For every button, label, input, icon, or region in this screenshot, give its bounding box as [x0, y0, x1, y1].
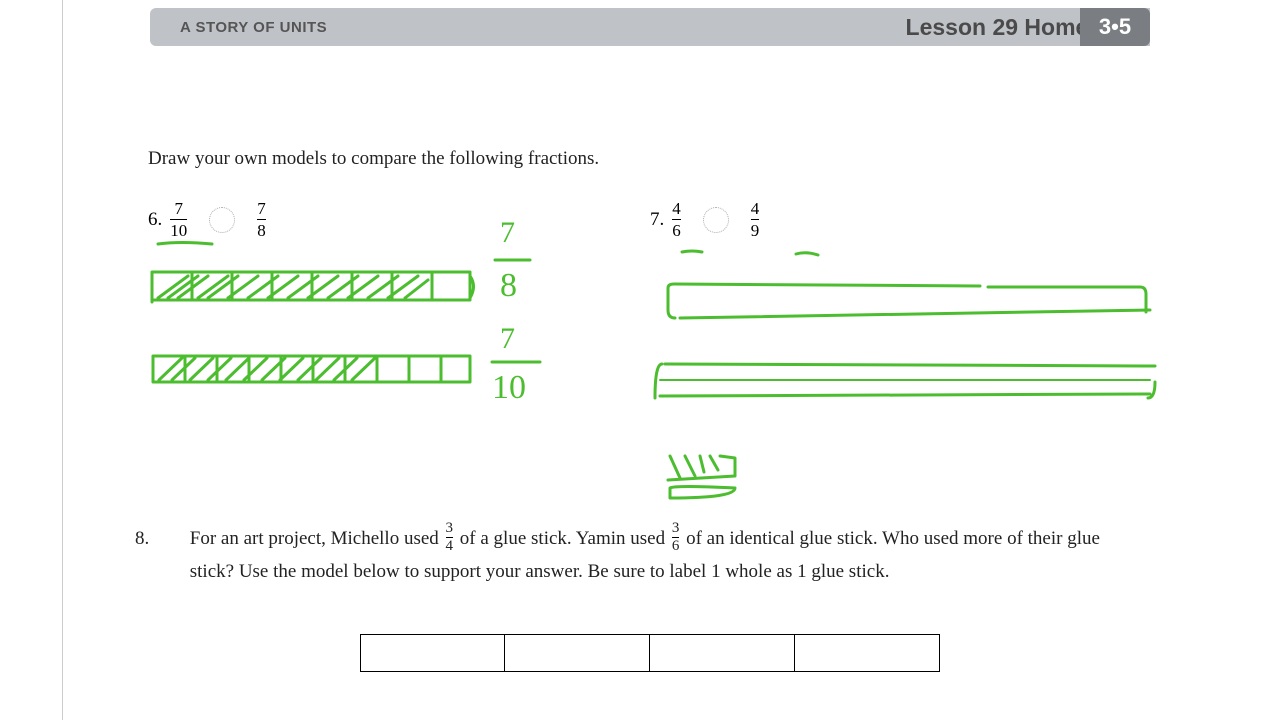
svg-text:8: 8 [500, 267, 517, 304]
problem-7-number: 7. [650, 209, 664, 231]
compare-circle [703, 207, 729, 233]
svg-text:10: 10 [492, 369, 526, 406]
svg-text:7: 7 [500, 322, 515, 355]
fraction-inline: 36 [672, 521, 680, 554]
problem-7-fraction-a: 4 6 [672, 200, 681, 239]
compare-circle [209, 207, 235, 233]
svg-text:7: 7 [500, 216, 515, 249]
problem-6-number: 6. [148, 209, 162, 231]
problem-8-number: 8. [135, 523, 185, 555]
model-cell [360, 634, 505, 672]
problem-6: 6. 7 10 7 8 [148, 200, 270, 239]
page-left-border [62, 0, 63, 720]
problem-6-fraction-b: 7 8 [257, 200, 266, 239]
header-story-label: A STORY OF UNITS [150, 19, 327, 36]
handwritten-annotations: 7 8 7 10 [0, 0, 1280, 720]
model-cell [505, 634, 650, 672]
problem-6-fraction-a: 7 10 [170, 200, 187, 239]
problem-8-model [360, 634, 940, 672]
problem-8: 8. For an art project, Michello used 34 … [135, 523, 1135, 588]
problem-7: 7. 4 6 4 9 [650, 200, 763, 239]
fraction-inline: 34 [446, 521, 454, 554]
model-cell [650, 634, 795, 672]
problem-7-fraction-b: 4 9 [751, 200, 760, 239]
instruction-text: Draw your own models to compare the foll… [148, 148, 599, 170]
header-bar: A STORY OF UNITS Lesson 29 Homework [150, 8, 1150, 46]
problem-8-text: For an art project, Michello used 34 of … [190, 523, 1110, 588]
model-cell [795, 634, 940, 672]
header-badge: 3•5 [1080, 8, 1150, 46]
